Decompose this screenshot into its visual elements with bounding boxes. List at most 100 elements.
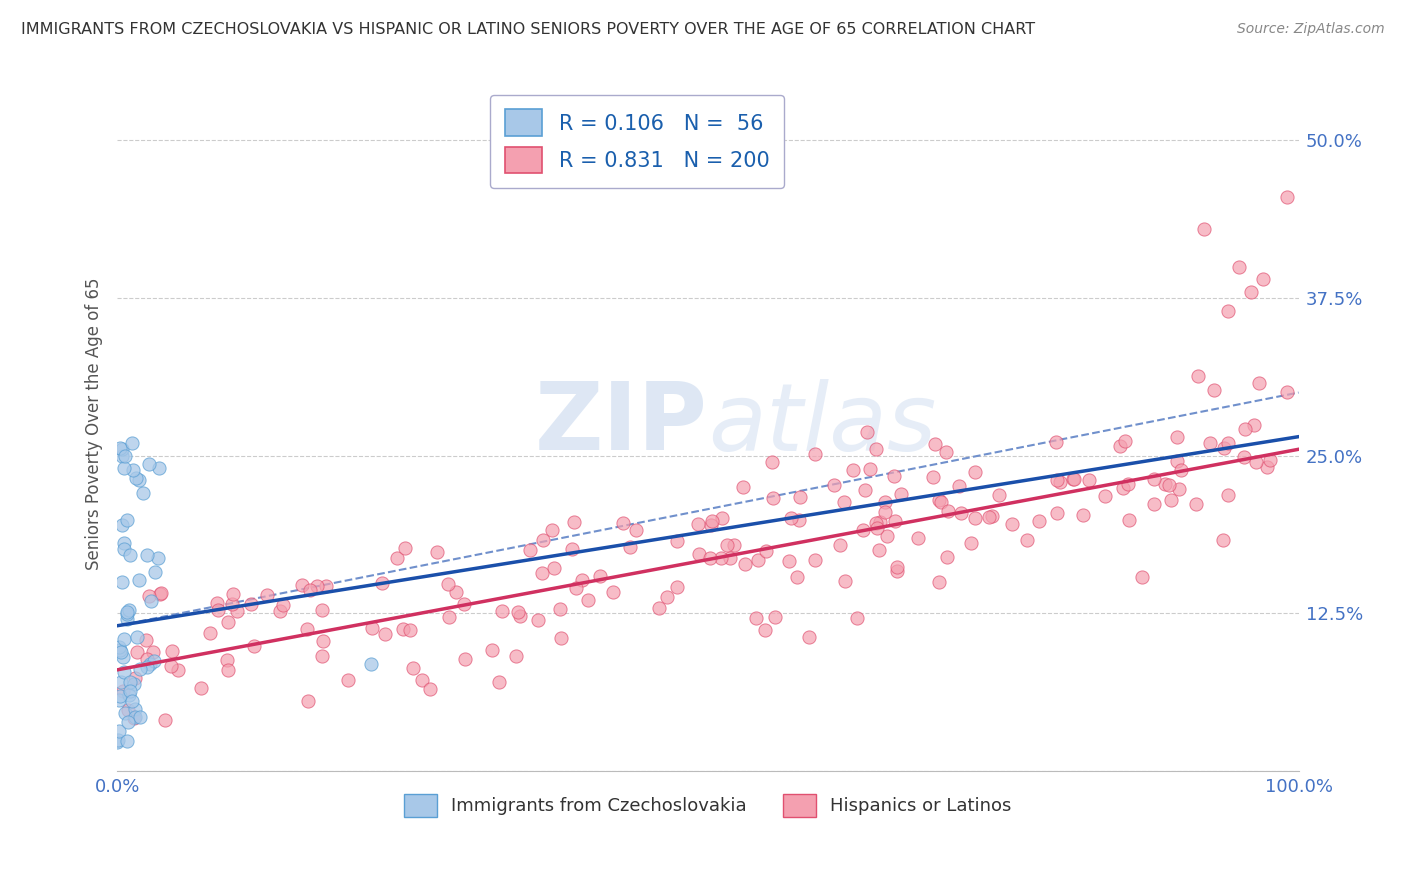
Point [745,610,768,624]
Point [143,565,166,579]
Point [548,601,571,615]
Point [907,531,929,545]
Point [936,550,959,565]
Point [138,657,160,671]
Point [804,553,827,567]
Point [883,469,905,483]
Point [437,610,460,624]
Point [115,605,138,619]
Point [1244,454,1267,468]
Point [115,513,138,527]
Point [271,599,294,613]
Point [852,523,875,537]
Point [624,523,647,537]
Point [700,517,723,532]
Point [1233,450,1256,464]
Point [426,544,449,558]
Point [1251,272,1274,286]
Point [1045,506,1067,520]
Point [121,694,143,708]
Point [112,461,135,475]
Point [602,584,624,599]
Point [963,510,986,524]
Point [128,662,150,676]
Point [1212,442,1234,456]
Point [762,491,785,505]
Point [1001,516,1024,531]
Point [718,550,741,565]
Point [453,597,475,611]
Point [963,465,986,479]
Point [1170,463,1192,477]
Point [842,463,865,477]
Point [124,671,146,685]
Point [922,470,945,484]
Point [243,640,266,654]
Point [402,661,425,675]
Point [360,657,382,671]
Point [118,603,141,617]
Point [723,538,745,552]
Point [122,711,145,725]
Point [1243,418,1265,433]
Text: atlas: atlas [707,378,936,469]
Point [117,714,139,729]
Point [107,693,129,707]
Text: Source: ZipAtlas.com: Source: ZipAtlas.com [1237,22,1385,37]
Point [1143,471,1166,485]
Point [295,623,318,637]
Point [1160,492,1182,507]
Point [167,663,190,677]
Point [114,632,136,647]
Point [361,621,384,635]
Point [107,735,129,749]
Point [734,557,756,571]
Point [148,461,170,475]
Point [118,688,141,702]
Point [1045,434,1067,449]
Point [754,624,776,638]
Point [115,734,138,748]
Point [117,703,139,717]
Point [1249,376,1271,391]
Point [226,604,249,618]
Point [647,601,669,615]
Point [1114,434,1136,449]
Point [135,632,157,647]
Point [1116,477,1139,491]
Point [865,516,887,530]
Point [394,541,416,555]
Point [419,681,441,696]
Point [399,623,422,637]
Point [571,573,593,587]
Point [853,483,876,498]
Point [336,673,359,687]
Point [1185,497,1208,511]
Point [755,544,778,558]
Point [686,516,709,531]
Point [519,543,541,558]
Point [526,613,548,627]
Point [981,509,1004,524]
Point [315,579,337,593]
Point [1154,477,1177,491]
Point [205,596,228,610]
Point [1166,454,1188,468]
Point [112,536,135,550]
Point [1256,460,1278,475]
Legend: Immigrants from Czechoslovakia, Hispanics or Latinos: Immigrants from Czechoslovakia, Hispanic… [396,787,1018,824]
Point [115,607,138,622]
Point [122,677,145,691]
Point [311,649,333,664]
Point [1216,303,1239,318]
Point [1218,436,1240,450]
Point [1234,422,1257,436]
Point [950,507,973,521]
Point [124,702,146,716]
Point [1198,436,1220,450]
Point [873,495,896,509]
Point [530,566,553,580]
Point [804,447,827,461]
Point [122,463,145,477]
Point [160,644,183,658]
